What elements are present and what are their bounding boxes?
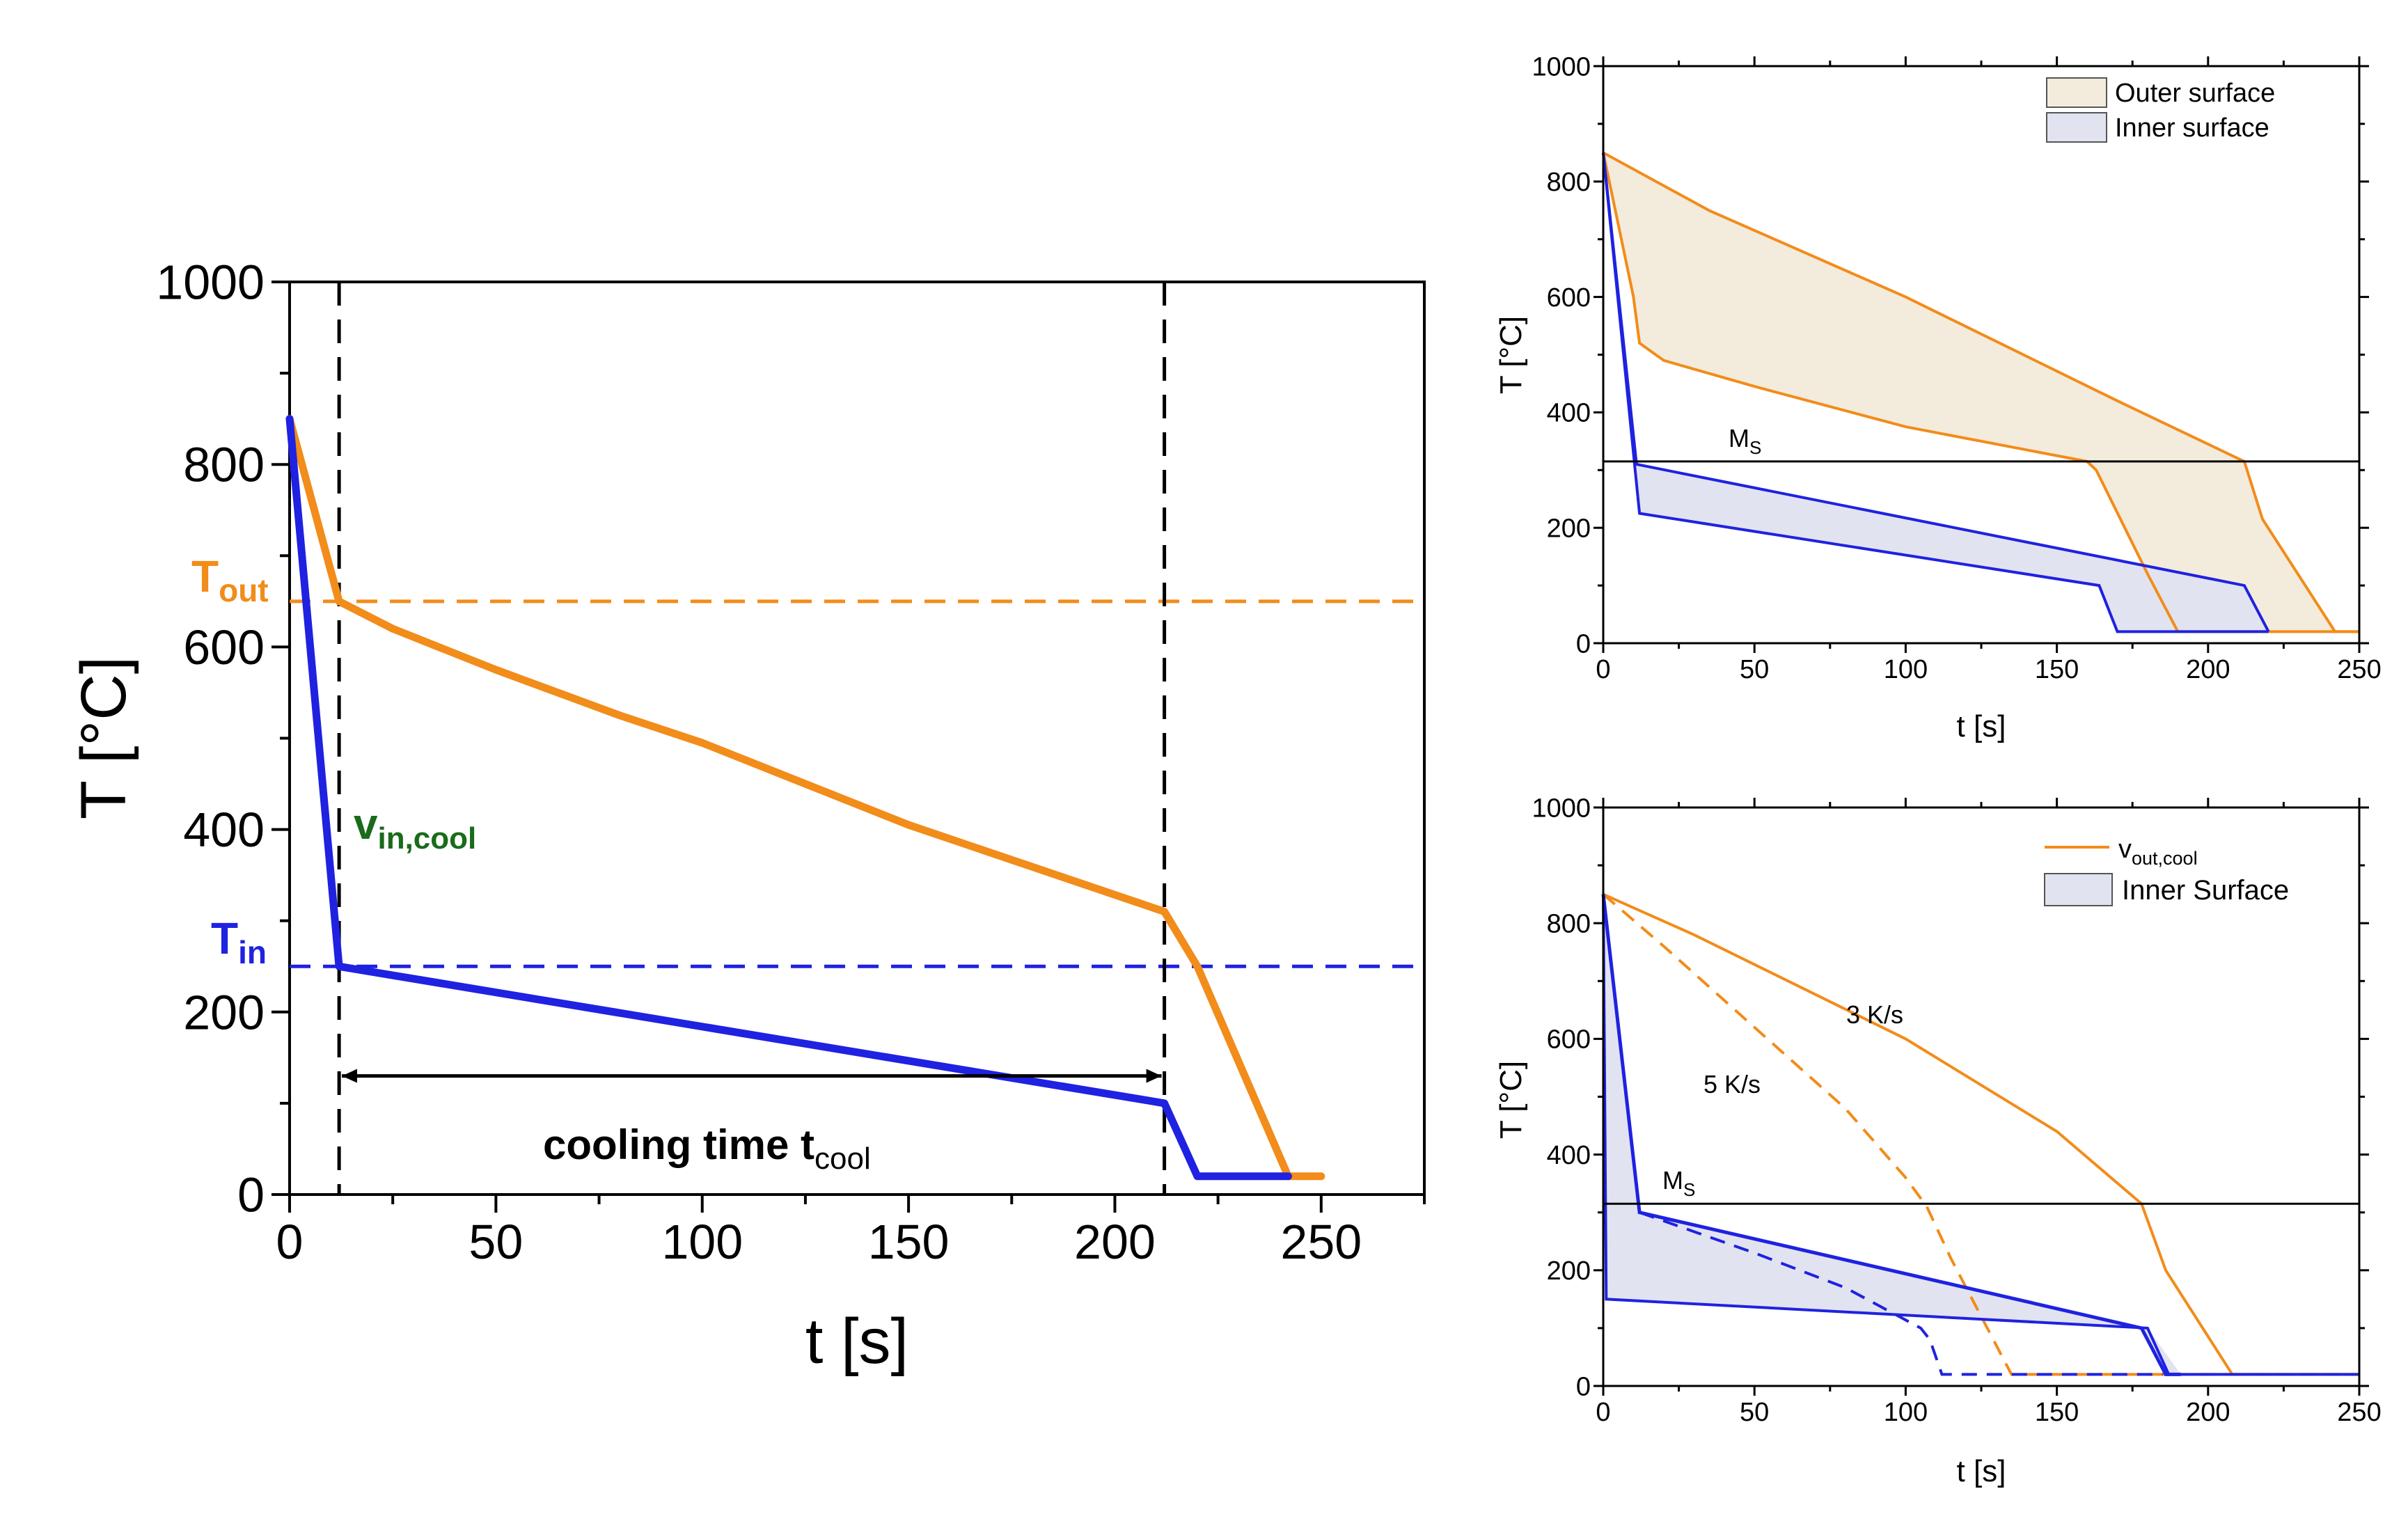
main-y-axis-label: T [°C]	[68, 656, 139, 819]
y-tick-label: 1000	[1532, 794, 1591, 823]
main-axis-ticks: 0 50 100 150 200 250 0 200 400 600 800 1000	[156, 255, 1426, 1269]
v-in-cool-label: vin,cool	[354, 801, 476, 856]
top-right-axis-ticks: 0 50 100 150 200 250 0 200 400 600 800 1000	[1532, 52, 2381, 684]
x-tick-label: 150	[2035, 655, 2079, 684]
top-right-x-axis-label: t [s]	[1957, 709, 2006, 743]
outer-5ks-line	[1602, 893, 2359, 1376]
t-out-label: Tout	[191, 551, 269, 608]
y-tick-label: 800	[1547, 168, 1591, 197]
x-tick-label: 250	[2337, 1398, 2381, 1427]
inner-5ks-line	[1639, 1211, 2163, 1376]
top-right-ms-label: MS	[1729, 424, 1761, 458]
bottom-right-legend: vout,cool Inner Surface	[2044, 835, 2289, 906]
y-tick-label: 800	[1547, 910, 1591, 939]
x-tick-label: 200	[2186, 655, 2230, 684]
y-tick-label: 0	[1576, 1372, 1591, 1401]
inner-temperature-line	[285, 415, 1292, 1181]
x-tick-label: 250	[2337, 655, 2381, 684]
y-tick-label: 200	[1547, 1256, 1591, 1286]
y-tick-label: 400	[183, 803, 265, 857]
cooling-time-label: cooling time tcool	[543, 1121, 871, 1176]
bottom-right-x-axis-label: t [s]	[1957, 1454, 2006, 1488]
main-plot-frame	[288, 281, 1426, 1196]
outer-3ks-line	[1603, 892, 2359, 1376]
y-tick-label: 600	[183, 620, 265, 675]
top-right-y-axis-label: T [°C]	[1494, 316, 1528, 394]
x-tick-label: 100	[1884, 655, 1928, 684]
bottom-right-ms-label: MS	[1662, 1166, 1695, 1200]
y-tick-label: 200	[183, 985, 265, 1039]
main-reference-lines	[290, 282, 1424, 1195]
y-tick-label: 1000	[156, 255, 265, 310]
inner-surface-band	[1603, 894, 2181, 1375]
y-tick-label: 400	[1547, 399, 1591, 428]
x-tick-label: 50	[469, 1215, 523, 1269]
x-tick-label: 0	[1596, 655, 1610, 684]
y-tick-label: 600	[1547, 1025, 1591, 1055]
annotation-5ks: 5 K/s	[1703, 1070, 1761, 1098]
y-tick-label: 0	[237, 1168, 265, 1222]
legend-label-inner-surface: Inner Surface	[2122, 875, 2289, 906]
x-tick-label: 50	[1740, 655, 1769, 684]
legend-swatch-outer	[2046, 77, 2107, 108]
x-tick-label: 100	[1884, 1398, 1928, 1427]
y-tick-label: 0	[1576, 629, 1591, 659]
outer-upper-line	[1603, 151, 2359, 633]
y-tick-label: 600	[1547, 283, 1591, 313]
bottom-right-series	[1601, 892, 2359, 1376]
legend-label-inner: Inner surface	[2115, 113, 2269, 143]
x-tick-label: 0	[276, 1215, 304, 1269]
outer-surface-band	[1603, 152, 2359, 632]
outer-lower-line	[1602, 152, 2359, 633]
inner-surface-band	[1636, 464, 2269, 632]
x-tick-label: 0	[1596, 1398, 1610, 1427]
bottom-right-axis-ticks: 0 50 100 150 200 250 0 200 400 600 800 1000	[1532, 794, 2381, 1427]
y-tick-label: 400	[1547, 1141, 1591, 1170]
annotation-3ks: 3 K/s	[1846, 1000, 1903, 1029]
x-tick-label: 100	[661, 1215, 743, 1269]
outer-temperature-line	[285, 415, 1325, 1181]
top-right-legend: Outer surface Inner surface	[2046, 77, 2275, 143]
main-series	[285, 415, 1325, 1181]
legend-label-outer: Outer surface	[2115, 79, 2275, 108]
top-right-fills	[1603, 152, 2359, 632]
x-tick-label: 150	[2035, 1398, 2079, 1427]
x-tick-label: 200	[1074, 1215, 1156, 1269]
inner-lower-line	[1602, 894, 2359, 1376]
bottom-right-y-axis-label: T [°C]	[1494, 1061, 1528, 1139]
y-tick-label: 1000	[1532, 52, 1591, 81]
x-tick-label: 50	[1740, 1398, 1769, 1427]
legend-swatch-inner-surface	[2044, 873, 2113, 906]
t-in-label: Tin	[211, 913, 267, 970]
bottom-right-chart: 0 50 100 150 200 250 0 200 400 600 800 1000 MS 3 K/…	[1494, 794, 2382, 1488]
x-tick-label: 200	[2186, 1398, 2230, 1427]
main-x-axis-label: t [s]	[805, 1306, 908, 1377]
top-right-chart: 0 50 100 150 200 250 0 200 400 600 800 1000 MS Oute…	[1494, 52, 2382, 743]
inner-lower-line	[1602, 152, 2269, 633]
y-tick-label: 800	[183, 438, 265, 492]
legend-swatch-inner	[2046, 112, 2107, 143]
top-right-series	[1602, 151, 2359, 633]
x-tick-label: 250	[1280, 1215, 1362, 1269]
legend-label-v-out-cool: vout,cool	[2118, 835, 2198, 869]
bottom-right-fills	[1603, 894, 2181, 1375]
y-tick-label: 200	[1547, 514, 1591, 544]
x-tick-label: 150	[868, 1215, 950, 1269]
